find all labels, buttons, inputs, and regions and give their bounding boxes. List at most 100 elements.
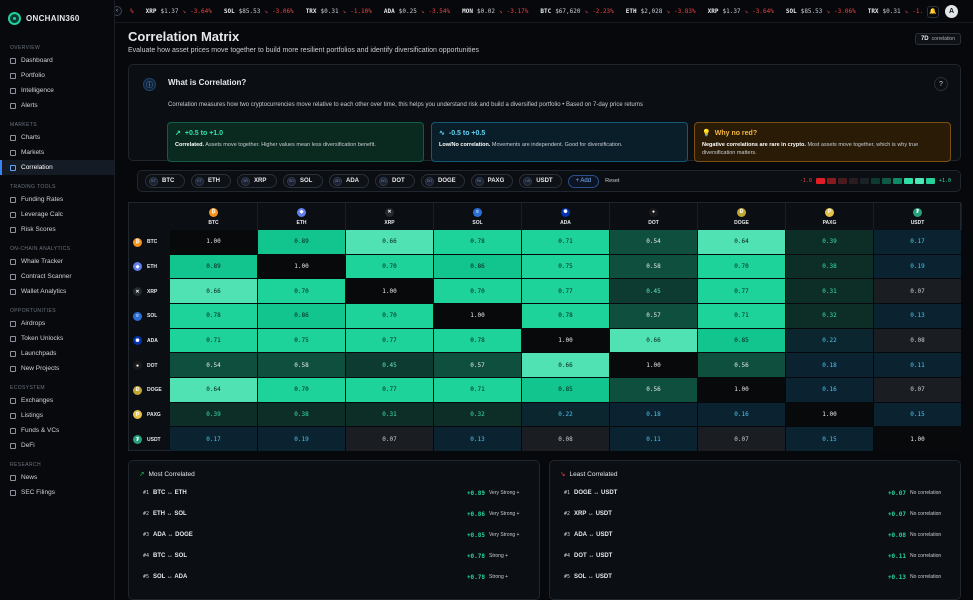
sidebar-item-risk-scores[interactable]: Risk Scores: [0, 222, 114, 237]
logo[interactable]: ONCHAIN360: [0, 0, 114, 36]
pair-row[interactable]: #1 BTC ↔ ETH +0.89 Very Strong +: [143, 487, 525, 499]
matrix-cell[interactable]: 0.22: [786, 328, 874, 354]
pair-row[interactable]: #5 SOL ↔ USDT +0.13 No correlation: [564, 571, 946, 583]
sidebar-item-funding-rates[interactable]: Funding Rates: [0, 192, 114, 207]
matrix-cell[interactable]: 0.45: [610, 279, 698, 304]
sidebar-item-contract-scanner[interactable]: Contract Scanner: [0, 269, 114, 284]
matrix-cell[interactable]: 1.00: [786, 402, 874, 428]
matrix-cell[interactable]: 0.07: [874, 378, 962, 403]
matrix-cell[interactable]: 0.08: [522, 427, 610, 452]
matrix-cell[interactable]: 0.31: [346, 402, 434, 428]
matrix-cell[interactable]: 0.19: [258, 427, 346, 452]
matrix-cell[interactable]: 0.56: [698, 353, 786, 378]
sidebar-item-funds-vcs[interactable]: Funds & VCs: [0, 423, 114, 438]
matrix-cell[interactable]: 0.32: [786, 304, 874, 329]
collapse-sidebar-icon[interactable]: ‹: [115, 6, 122, 16]
asset-chip-doge[interactable]: DO DOGE: [421, 174, 465, 188]
matrix-cell[interactable]: 0.77: [698, 279, 786, 304]
sidebar-item-sec-filings[interactable]: SEC Filings: [0, 485, 114, 500]
matrix-cell[interactable]: 0.58: [258, 353, 346, 378]
matrix-cell[interactable]: 0.57: [434, 353, 522, 378]
sidebar-item-portfolio[interactable]: Portfolio: [0, 68, 114, 83]
sidebar-item-intelligence[interactable]: Intelligence: [0, 83, 114, 98]
matrix-cell[interactable]: 0.19: [874, 254, 962, 280]
asset-chip-sol[interactable]: SO SOL: [283, 174, 323, 188]
matrix-cell[interactable]: 0.85: [522, 378, 610, 403]
matrix-cell[interactable]: 0.17: [874, 230, 962, 255]
bell-icon[interactable]: 🔔: [927, 5, 939, 18]
asset-chip-btc[interactable]: BT BTC: [145, 174, 185, 188]
matrix-cell[interactable]: 0.15: [786, 427, 874, 452]
matrix-cell[interactable]: 0.54: [610, 230, 698, 255]
matrix-cell[interactable]: 0.78: [170, 304, 258, 329]
matrix-cell[interactable]: 0.70: [258, 279, 346, 304]
matrix-cell[interactable]: 0.77: [346, 328, 434, 354]
sidebar-item-correlation[interactable]: Correlation: [0, 160, 114, 175]
matrix-cell[interactable]: 0.66: [522, 353, 610, 378]
matrix-cell[interactable]: 0.70: [346, 254, 434, 280]
asset-chip-ada[interactable]: AD ADA: [329, 174, 369, 188]
matrix-cell[interactable]: 0.13: [874, 304, 962, 329]
matrix-cell[interactable]: 1.00: [434, 304, 522, 329]
matrix-cell[interactable]: 0.78: [434, 230, 522, 255]
matrix-cell[interactable]: 0.38: [258, 402, 346, 428]
matrix-cell[interactable]: 0.71: [170, 328, 258, 354]
asset-chip-usdt[interactable]: US USDT: [519, 174, 562, 188]
sidebar-item-defi[interactable]: DeFi: [0, 438, 114, 453]
matrix-cell[interactable]: 0.71: [522, 230, 610, 255]
matrix-cell[interactable]: 0.45: [346, 353, 434, 378]
matrix-cell[interactable]: 1.00: [258, 254, 346, 280]
matrix-cell[interactable]: 0.11: [610, 427, 698, 452]
matrix-cell[interactable]: 0.08: [874, 328, 962, 354]
matrix-cell[interactable]: 0.89: [170, 254, 258, 280]
matrix-cell[interactable]: 0.16: [786, 378, 874, 403]
matrix-cell[interactable]: 0.77: [522, 279, 610, 304]
sidebar-item-alerts[interactable]: Alerts: [0, 98, 114, 113]
sidebar-item-leverage-calc[interactable]: Leverage Calc: [0, 207, 114, 222]
avatar[interactable]: A: [945, 5, 958, 18]
matrix-cell[interactable]: 1.00: [346, 279, 434, 304]
sidebar-item-new-projects[interactable]: New Projects: [0, 361, 114, 376]
matrix-cell[interactable]: 0.66: [170, 279, 258, 304]
matrix-cell[interactable]: 0.66: [346, 230, 434, 255]
matrix-cell[interactable]: 0.64: [698, 230, 786, 255]
matrix-cell[interactable]: 0.16: [698, 402, 786, 428]
matrix-cell[interactable]: 0.70: [698, 254, 786, 280]
matrix-cell[interactable]: 0.78: [434, 328, 522, 354]
matrix-cell[interactable]: 0.54: [170, 353, 258, 378]
matrix-cell[interactable]: 1.00: [610, 353, 698, 378]
matrix-cell[interactable]: 0.70: [258, 378, 346, 403]
matrix-cell[interactable]: 0.71: [698, 304, 786, 329]
sidebar-item-airdrops[interactable]: Airdrops: [0, 316, 114, 331]
matrix-cell[interactable]: 0.07: [346, 427, 434, 452]
matrix-cell[interactable]: 0.13: [434, 427, 522, 452]
sidebar-item-token-unlocks[interactable]: Token Unlocks: [0, 331, 114, 346]
matrix-cell[interactable]: 0.15: [874, 402, 962, 428]
matrix-cell[interactable]: 1.00: [522, 328, 610, 354]
sidebar-item-wallet-analytics[interactable]: Wallet Analytics: [0, 284, 114, 299]
sidebar-item-charts[interactable]: Charts: [0, 130, 114, 145]
reset-button[interactable]: Reset: [605, 178, 620, 184]
matrix-cell[interactable]: 0.70: [434, 279, 522, 304]
add-asset-button[interactable]: + Add: [567, 174, 600, 188]
matrix-cell[interactable]: 0.56: [610, 378, 698, 403]
matrix-cell[interactable]: 0.85: [698, 328, 786, 354]
asset-chip-paxg[interactable]: PA PAXG: [470, 174, 514, 188]
sidebar-item-launchpads[interactable]: Launchpads: [0, 346, 114, 361]
matrix-cell[interactable]: 0.39: [170, 402, 258, 428]
matrix-cell[interactable]: 0.18: [610, 402, 698, 428]
sidebar-item-exchanges[interactable]: Exchanges: [0, 393, 114, 408]
matrix-cell[interactable]: 0.86: [258, 304, 346, 329]
matrix-cell[interactable]: 0.66: [610, 328, 698, 354]
matrix-cell[interactable]: 0.64: [170, 378, 258, 403]
pair-row[interactable]: #3 ADA ↔ USDT +0.08 No correlation: [564, 529, 946, 541]
matrix-cell[interactable]: 0.38: [786, 254, 874, 280]
pair-row[interactable]: #2 ETH ↔ SOL +0.86 Very Strong +: [143, 508, 525, 520]
matrix-cell[interactable]: 0.77: [346, 378, 434, 403]
matrix-cell[interactable]: 0.75: [522, 254, 610, 280]
sidebar-item-news[interactable]: News: [0, 470, 114, 485]
sidebar-item-dashboard[interactable]: Dashboard: [0, 53, 114, 68]
matrix-cell[interactable]: 1.00: [874, 427, 962, 452]
matrix-cell[interactable]: 0.18: [786, 353, 874, 378]
sidebar-item-markets[interactable]: Markets: [0, 145, 114, 160]
